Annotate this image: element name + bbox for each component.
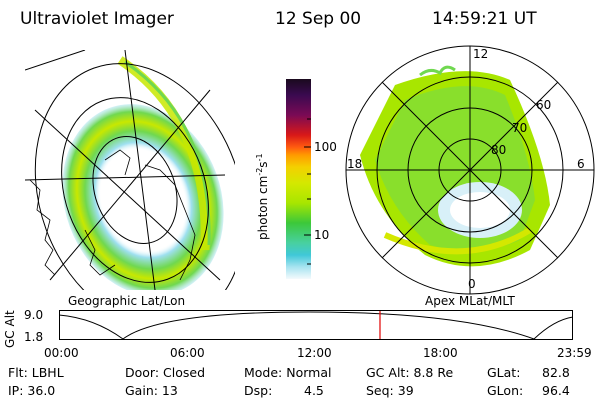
status-dsp-label: Dsp: [244,383,273,398]
timeline-axis-label: GC Alt [3,310,17,348]
status-glat-value: 82.8 [542,365,570,380]
geographic-auroral-image [25,50,235,290]
status-glon-label: GLon: [487,383,524,398]
mlt-label-right: 6 [577,157,585,171]
status-dsp-value: 4.5 [304,383,324,398]
colorbar-tick-100: 100 [314,140,337,154]
date-label: 12 Sep 00 [275,9,362,29]
status-door: Door: Closed [125,365,206,380]
mlt-label-top: 12 [473,47,489,61]
status-glat-label: GLat: [487,365,521,380]
colorbar [286,79,311,279]
status-gc-alt: GC Alt: 8.8 Re [366,365,454,380]
mlat-label-70: 70 [512,121,528,135]
timeline-tick-2: 12:00 [297,346,332,360]
instrument-title: Ultraviolet Imager [20,9,174,29]
timeline-y-max: 9.0 [24,308,44,322]
mlat-label-60: 60 [536,98,552,112]
colorbar-unit-label: photon cm-2s-1 [255,153,270,240]
mlat-label-80: 80 [491,143,507,157]
colorbar-tick-10: 10 [314,228,330,242]
status-filter: Flt: LBHL [8,365,64,380]
mlt-label-bottom: 0 [468,277,476,291]
mlt-label-left: 18 [347,157,363,171]
magnetic-caption: Apex MLat/MLT [425,294,515,308]
magnetic-polar-plot [345,45,595,295]
timeline-tick-1: 06:00 [170,346,205,360]
timeline-tick-3: 18:00 [423,346,458,360]
timeline-tick-4: 23:59 [557,346,592,360]
timeline-y-min: 1.8 [24,330,44,344]
status-glon-value: 96.4 [542,383,570,398]
status-ip: IP: 36.0 [8,383,56,398]
time-label: 14:59:21 UT [432,9,537,29]
status-seq: Seq: 39 [366,383,414,398]
status-gain: Gain: 13 [125,383,178,398]
altitude-timeline [59,310,573,340]
status-mode: Mode: Normal [244,365,332,380]
timeline-tick-0: 00:00 [44,346,79,360]
geographic-caption: Geographic Lat/Lon [68,294,186,308]
